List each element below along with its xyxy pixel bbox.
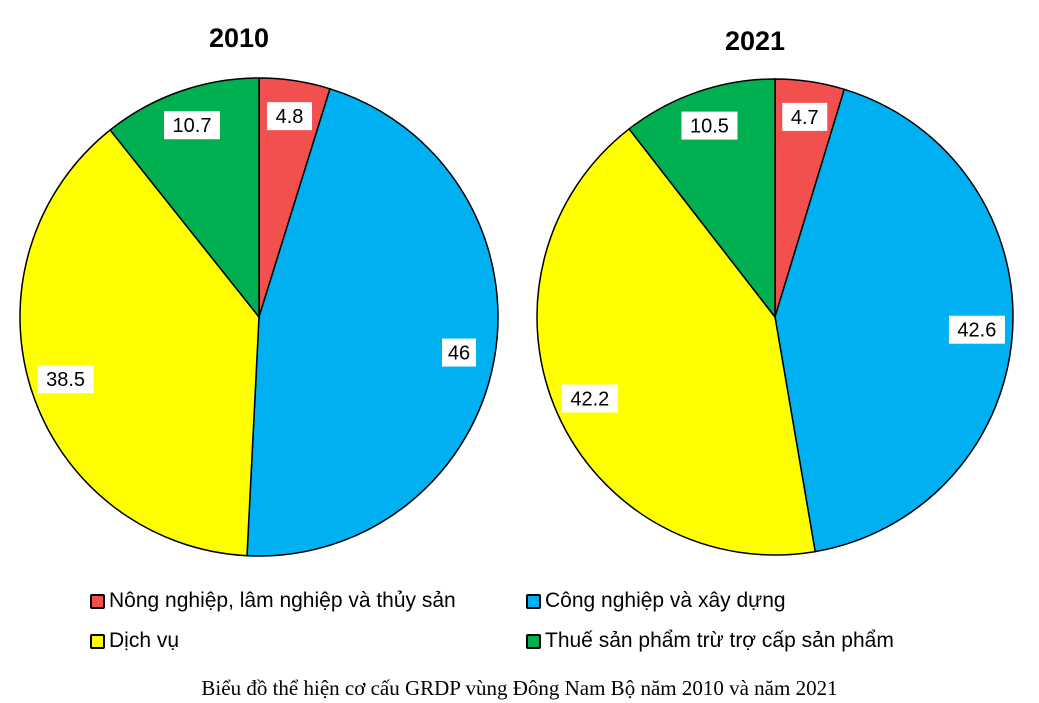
data-label-box [681,111,738,140]
legend-item-industry: Công nghiệp và xây dựng [526,589,786,613]
slice-taxes [109,77,260,320]
slice-services [19,128,260,557]
legend-swatch [90,633,105,649]
data-label: 10.7 [173,115,212,137]
data-label: 4.8 [276,106,304,128]
legend-label: Thuế sản phẩm trừ trợ cấp sản phẩm [545,629,894,652]
chart-title-2010: 2010 [209,23,269,53]
data-label-box [267,102,313,131]
chart-caption: Biểu đồ thể hiện cơ cấu GRDP vùng Đông N… [201,676,838,700]
data-label: 4.7 [791,107,819,129]
data-label: 46 [448,343,470,365]
slice-services [536,127,817,556]
chart-title-2021: 2021 [725,26,785,56]
data-label-box [37,365,94,394]
legend-item-agriculture: Nông nghiệp, lâm nghiệp và thủy sản [90,589,456,613]
data-label-box [163,111,220,140]
legend-swatch [526,593,541,609]
slice-industry [774,88,1014,553]
slice-industry [246,87,499,557]
data-label: 10.5 [690,116,729,138]
legend-item-services: Dịch vụ [90,629,179,653]
data-label-box [948,315,1005,344]
legend-label: Nông nghiệp, lâm nghiệp và thủy sản [109,589,456,612]
legend-label: Công nghiệp và xây dựng [545,589,786,612]
data-label: 38.5 [46,369,85,391]
data-label-box [442,338,477,367]
slice-taxes [628,78,776,320]
legend-swatch [526,633,541,649]
legend-swatch [90,593,105,609]
data-label: 42.6 [957,320,996,342]
data-label: 42.2 [570,389,609,411]
legend-item-taxes: Thuế sản phẩm trừ trợ cấp sản phẩm [526,629,894,653]
data-label-box [561,384,618,413]
data-label-box [782,102,828,131]
legend-label: Dịch vụ [109,629,180,652]
